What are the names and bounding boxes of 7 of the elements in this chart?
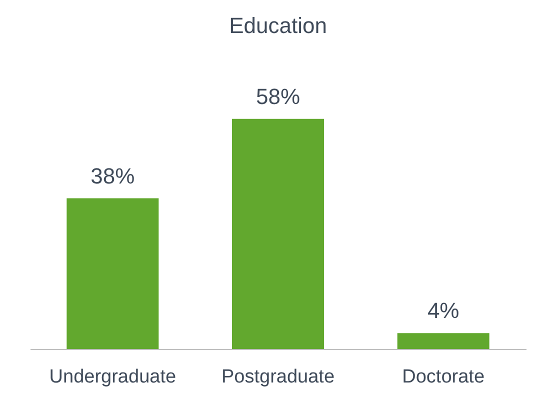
chart-title: Education: [229, 12, 327, 38]
x-tick-label: Postgraduate: [221, 366, 335, 388]
data-label: 38%: [90, 163, 135, 188]
data-label: 58%: [256, 84, 300, 109]
x-tick-label: Undergraduate: [49, 366, 176, 388]
data-label: 4%: [427, 298, 460, 324]
x-tick-label: Doctorate: [402, 366, 485, 388]
